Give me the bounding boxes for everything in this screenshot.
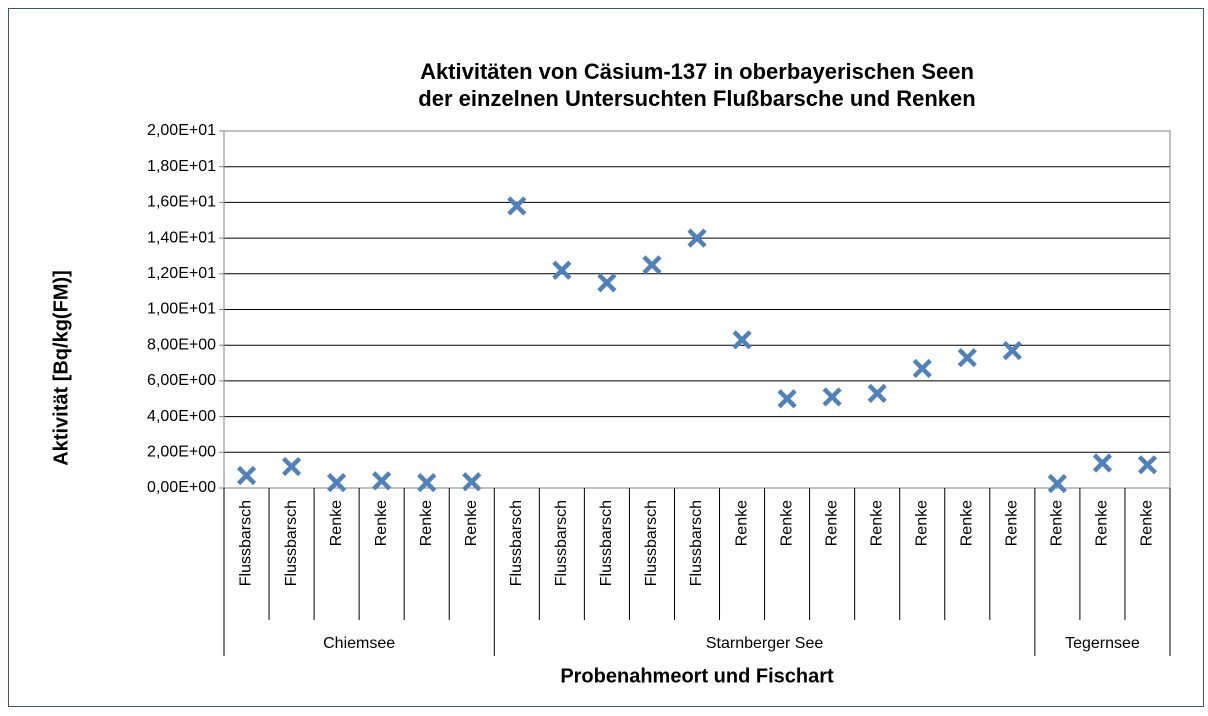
marker: [957, 348, 977, 368]
y-tick-label: 1,40E+01: [147, 229, 216, 246]
marker: [1137, 455, 1158, 475]
x-tick-label: Renke: [959, 500, 976, 546]
x-tick-label: Renke: [328, 500, 345, 546]
group-label: Chiemsee: [323, 635, 395, 652]
y-tick-label: 4,00E+00: [147, 408, 216, 425]
y-tick-label: 8,00E+00: [147, 336, 216, 353]
x-tick-label: Renke: [913, 500, 930, 546]
y-tick-label: 1,60E+01: [147, 194, 216, 211]
x-tick-label: Renke: [823, 500, 840, 546]
marker: [822, 387, 842, 407]
marker: [867, 383, 887, 403]
y-tick-label: 1,80E+01: [147, 158, 216, 175]
y-axis-title: Aktivität [Bq/kg(FM)]: [50, 270, 72, 466]
marker: [1047, 473, 1067, 494]
marker: [417, 473, 437, 493]
x-tick-label: Flussbarsch: [283, 500, 300, 586]
x-tick-label: Renke: [1049, 500, 1066, 546]
x-tick-label: Renke: [868, 500, 885, 546]
marker: [912, 358, 932, 378]
marker: [327, 473, 347, 493]
y-tick-label: 6,00E+00: [147, 372, 216, 389]
x-tick-label: Renke: [778, 500, 795, 546]
x-tick-label: Flussbarsch: [508, 500, 525, 586]
y-tick-label: 2,00E+01: [147, 122, 216, 139]
x-tick-label: Flussbarsch: [598, 500, 615, 586]
marker: [372, 471, 392, 491]
y-tick-label: 0,00E+00: [147, 479, 216, 496]
x-tick-label: Renke: [418, 500, 435, 546]
chart-title: Aktivitäten von Cäsium-137 in oberbayeri…: [420, 59, 974, 84]
marker: [1002, 340, 1022, 361]
x-tick-label: Renke: [373, 500, 390, 546]
group-label: Starnberger See: [706, 635, 824, 652]
x-tick-label: Flussbarsch: [688, 500, 705, 586]
marker: [1092, 453, 1113, 473]
marker: [281, 456, 302, 477]
group-label: Tegernsee: [1065, 635, 1140, 652]
x-tick-label: Renke: [733, 500, 750, 546]
y-tick-label: 1,00E+01: [147, 301, 216, 318]
marker: [462, 472, 482, 492]
marker: [687, 228, 707, 248]
x-tick-label: Flussbarsch: [238, 500, 255, 586]
marker: [597, 273, 617, 293]
marker: [552, 260, 572, 280]
y-tick-label: 1,20E+01: [147, 265, 216, 282]
x-tick-label: Flussbarsch: [553, 500, 570, 586]
marker: [777, 389, 797, 409]
marker: [732, 330, 752, 350]
chart-title: der einzelnen Untersuchten Flußbarsche u…: [418, 86, 975, 111]
chart-frame: [8, 8, 1204, 707]
x-tick-label: Flussbarsch: [643, 500, 660, 586]
marker: [236, 465, 257, 486]
plot-area: [223, 130, 1171, 489]
marker: [642, 255, 662, 275]
marker: [507, 196, 527, 216]
x-tick-label: Renke: [1139, 500, 1156, 546]
x-tick-label: Renke: [1094, 500, 1111, 546]
x-axis-title: Probenahmeort und Fischart: [560, 665, 834, 687]
x-tick-label: Renke: [463, 500, 480, 546]
x-tick-label: Renke: [1004, 500, 1021, 546]
y-tick-label: 2,00E+00: [147, 444, 216, 461]
